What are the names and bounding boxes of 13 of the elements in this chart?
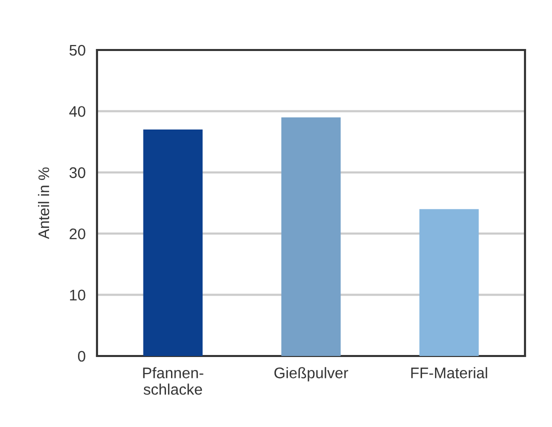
y-tick-label: 40	[69, 106, 86, 117]
y-tick-label: 20	[70, 228, 86, 240]
bar	[143, 130, 203, 356]
x-tick-label: Pfannen- schlacke	[143, 367, 204, 395]
x-tick-label: Gießpulver	[274, 367, 348, 382]
y-tick-label: 50	[70, 44, 86, 56]
bar	[281, 117, 341, 356]
y-tick-label: 0	[78, 350, 86, 362]
bar	[419, 209, 479, 356]
y-axis-title: Anteil in %	[38, 167, 50, 240]
x-tick-label: FF-Material	[411, 367, 488, 378]
y-tick-label: 10	[70, 290, 86, 300]
y-tick-label: 30	[69, 167, 86, 178]
